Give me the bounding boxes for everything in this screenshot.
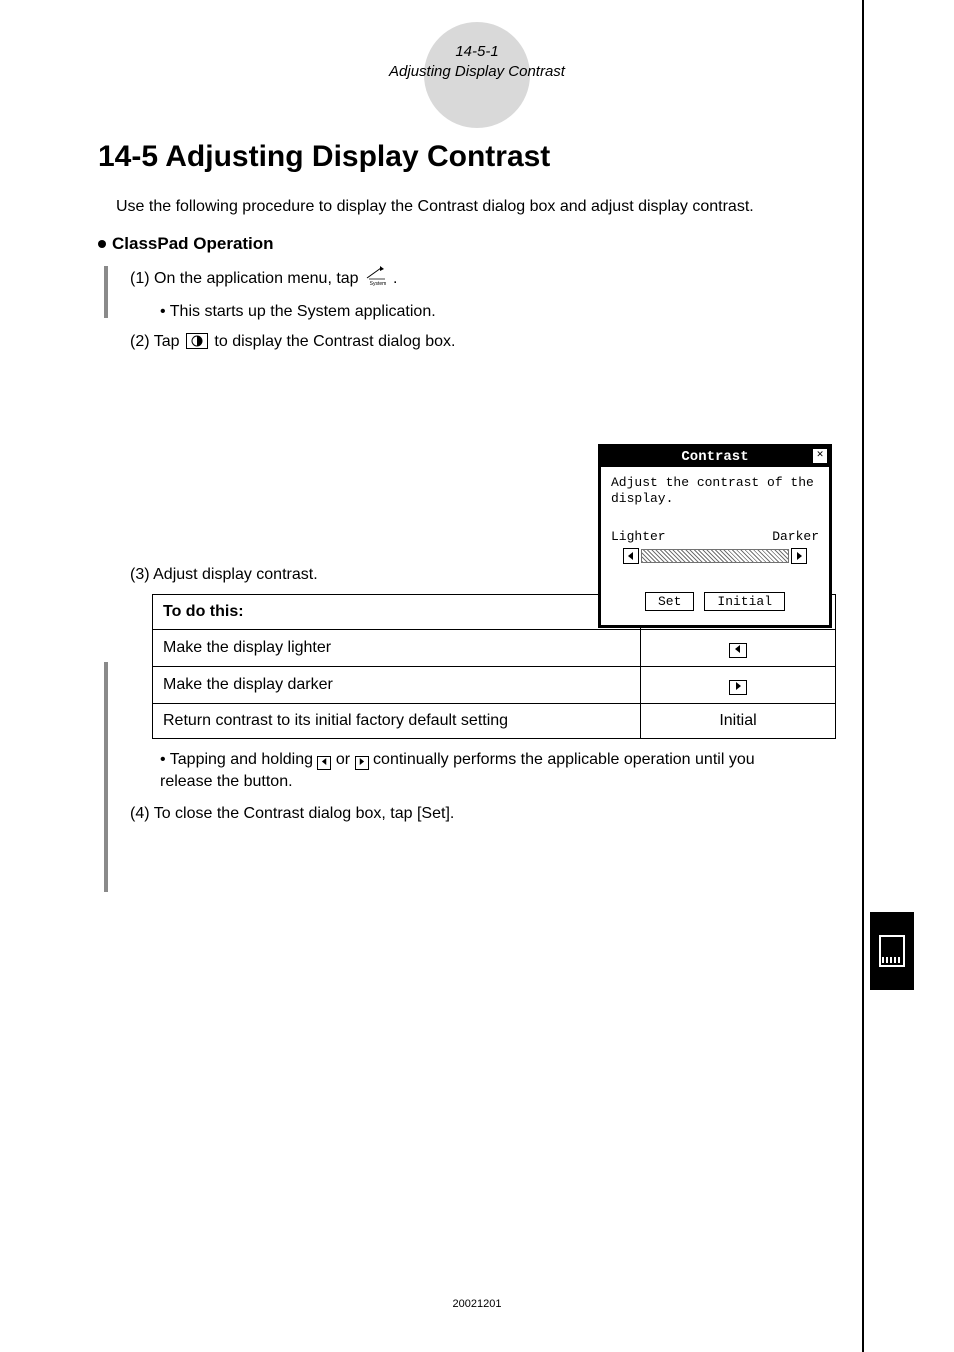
table-header-action: To do this: <box>153 595 641 630</box>
table-cell-button <box>641 667 836 704</box>
dialog-description: Adjust the contrast of the display. <box>611 475 819 507</box>
lighter-button[interactable] <box>623 548 639 564</box>
operation-heading-text: ClassPad Operation <box>112 234 274 253</box>
dialog-body: Adjust the contrast of the display. Ligh… <box>601 467 829 625</box>
page-header: 14-5-1 Adjusting Display Contrast <box>389 42 565 82</box>
right-arrow-icon <box>729 680 747 695</box>
header-section-number: 14-5-1 <box>455 43 498 60</box>
initial-button[interactable]: Initial <box>704 592 785 611</box>
table-cell-button <box>641 630 836 667</box>
step-2-text-a: (2) Tap <box>130 333 180 350</box>
table-cell-action: Make the display lighter <box>153 630 641 667</box>
step-1: (1) On the application menu, tap System … <box>130 264 838 293</box>
bullet-icon <box>98 240 106 248</box>
calculator-icon-inner <box>879 935 905 967</box>
left-arrow-icon <box>317 756 331 770</box>
set-button[interactable]: Set <box>645 592 694 611</box>
table-row: Make the display darker <box>153 667 836 704</box>
table-cell-action: Return contrast to its initial factory d… <box>153 704 641 739</box>
page-right-border <box>862 0 864 1352</box>
darker-button[interactable] <box>791 548 807 564</box>
table-row: Return contrast to its initial factory d… <box>153 704 836 739</box>
step-3-note: • Tapping and holding or continually per… <box>160 749 808 793</box>
system-app-icon: System <box>365 264 391 293</box>
darker-label: Darker <box>772 529 819 544</box>
table-row: Make the display lighter <box>153 630 836 667</box>
step-bar-1 <box>104 266 108 318</box>
dialog-title-text: Contrast <box>681 449 748 465</box>
slider-track[interactable] <box>641 549 789 563</box>
contrast-dialog: Contrast ✕ Adjust the contrast of the di… <box>598 444 832 628</box>
step-1-sub-text: This starts up the System application. <box>170 303 436 320</box>
table-cell-action: Make the display darker <box>153 667 641 704</box>
dialog-titlebar: Contrast ✕ <box>601 447 829 467</box>
note-a: Tapping and holding <box>170 751 313 768</box>
svg-text:System: System <box>370 281 387 286</box>
close-icon[interactable]: ✕ <box>813 449 827 463</box>
right-arrow-icon <box>355 756 369 770</box>
step-2: (2) Tap to display the Contrast dialog b… <box>130 331 838 356</box>
step-1-text-b: . <box>393 270 397 287</box>
footer-date: 20021201 <box>453 1298 502 1310</box>
lighter-label: Lighter <box>611 529 666 544</box>
step-1-text-a: (1) On the application menu, tap <box>130 270 359 287</box>
note-b: or <box>336 751 350 768</box>
header-section-name: Adjusting Display Contrast <box>389 63 565 80</box>
page-title: 14-5 Adjusting Display Contrast <box>98 140 838 174</box>
dialog-buttons: Set Initial <box>611 592 819 611</box>
operation-heading: ClassPad Operation <box>98 234 838 254</box>
contrast-slider <box>611 548 819 564</box>
step-4: (4) To close the Contrast dialog box, ta… <box>130 803 838 825</box>
step-1-sub: • This starts up the System application. <box>160 301 838 323</box>
slider-labels: Lighter Darker <box>611 529 819 544</box>
intro-text: Use the following procedure to display t… <box>116 198 838 216</box>
step-bar-2 <box>104 662 108 892</box>
contrast-toolbar-icon <box>186 333 208 356</box>
left-arrow-icon <box>729 643 747 658</box>
calculator-page-icon <box>870 912 914 990</box>
step-2-text-b: to display the Contrast dialog box. <box>214 333 455 350</box>
table-cell-button: Initial <box>641 704 836 739</box>
